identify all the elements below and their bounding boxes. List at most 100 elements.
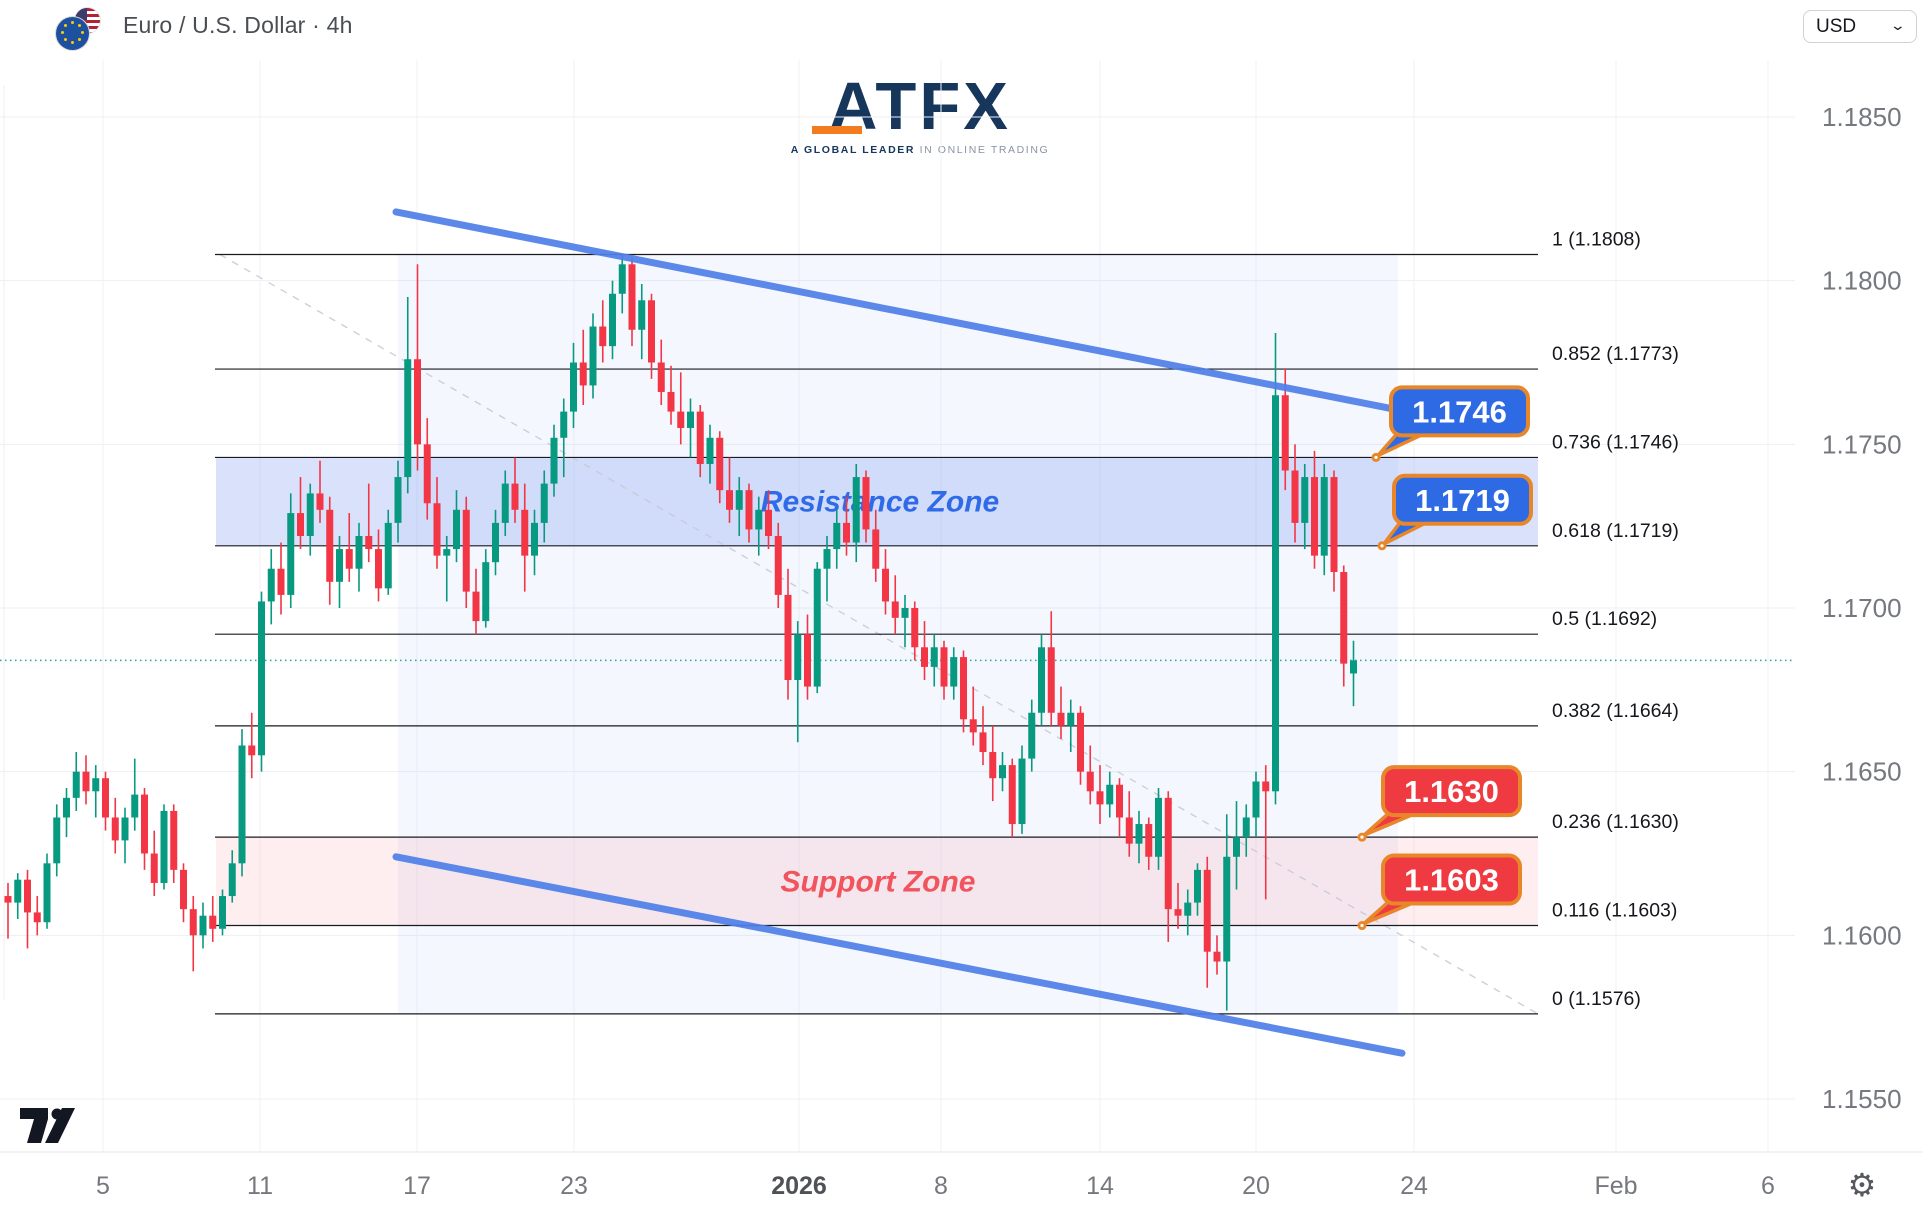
candle-body	[1008, 765, 1016, 825]
candle	[950, 647, 958, 700]
fib-level-label: 0.852 (1.1773)	[1552, 343, 1679, 365]
candle-body	[726, 490, 733, 510]
candle-body	[521, 509, 529, 556]
candle	[843, 496, 850, 556]
candle-body	[150, 853, 158, 883]
candle	[1047, 611, 1055, 726]
candle-body	[433, 503, 441, 556]
candle	[43, 853, 51, 929]
candle	[687, 398, 694, 458]
candle-body	[384, 522, 392, 589]
candle	[1008, 758, 1016, 838]
candle-body	[141, 794, 148, 854]
candle-body	[1047, 647, 1055, 713]
candle-body	[706, 437, 714, 464]
price-callout[interactable]: 1.1746	[1371, 385, 1530, 462]
candle-body	[82, 771, 90, 792]
candle-body	[365, 535, 373, 550]
tv-logo-bar	[20, 1108, 48, 1119]
candle	[804, 614, 811, 700]
candle-body	[1272, 395, 1279, 792]
candle-body	[209, 915, 217, 929]
price-axis-label: 1.1650	[1822, 757, 1902, 787]
price-axis-label: 1.1600	[1822, 920, 1902, 950]
price-callout[interactable]: 1.1630	[1357, 765, 1522, 842]
candle	[560, 398, 568, 478]
candle	[940, 640, 948, 700]
candle	[1272, 333, 1279, 805]
candle	[1125, 791, 1133, 857]
candle	[540, 470, 548, 543]
candle-body	[4, 896, 12, 903]
candle-body	[1164, 797, 1172, 910]
candle	[579, 329, 587, 406]
candle	[365, 483, 373, 563]
candle-body	[453, 509, 460, 550]
currency-dropdown[interactable]: USD ⌄	[1803, 10, 1917, 43]
candle-body	[1028, 712, 1036, 759]
candle	[258, 591, 265, 772]
candle-body	[267, 568, 275, 602]
candle	[433, 477, 441, 569]
candle-body	[131, 794, 139, 818]
settings-gear-icon[interactable]: ⚙	[1848, 1167, 1877, 1203]
candle-body	[24, 879, 31, 913]
candle-body	[121, 817, 129, 841]
candle	[228, 850, 236, 903]
candle	[92, 765, 100, 818]
candle-body	[687, 411, 694, 428]
candle-body	[1184, 902, 1192, 916]
tv-logo-leg	[27, 1119, 48, 1143]
candle-body	[823, 549, 831, 569]
candle-body	[160, 810, 168, 883]
candle-body	[219, 896, 226, 929]
candle	[131, 758, 139, 831]
callout-anchor-dot-center	[1374, 455, 1378, 460]
candle-body	[765, 509, 772, 536]
candle-body	[355, 535, 363, 569]
candle-body	[53, 817, 61, 864]
candle-body	[560, 411, 568, 438]
candle-body	[472, 591, 480, 622]
candle	[443, 535, 451, 602]
atfx-tagline: A GLOBAL LEADER IN ONLINE TRADING	[790, 144, 1050, 156]
candle-body	[180, 869, 187, 910]
candle-body	[1174, 909, 1182, 916]
candle-body	[1086, 771, 1094, 792]
channel-trendline[interactable]	[392, 208, 1394, 412]
candle	[1145, 817, 1153, 870]
candle	[979, 706, 987, 766]
support-zone[interactable]	[216, 837, 1538, 926]
candle-body	[989, 752, 997, 779]
candle	[326, 496, 334, 605]
fib-level-label: 0.236 (1.1630)	[1552, 811, 1679, 833]
candle-body	[921, 647, 928, 667]
candle	[336, 535, 343, 608]
candle	[1057, 686, 1065, 739]
candle-body	[1125, 817, 1133, 844]
candle	[521, 483, 529, 592]
tradingview-logo[interactable]	[20, 1108, 75, 1143]
candle-body	[92, 778, 100, 792]
callout-price-text: 1.1746	[1412, 394, 1507, 429]
candle	[1194, 863, 1201, 916]
candle	[462, 496, 470, 608]
candle-body	[755, 509, 763, 530]
candle-body	[336, 549, 343, 582]
symbol-title[interactable]: Euro / U.S. Dollar · 4h	[123, 12, 353, 38]
candle-body	[979, 732, 987, 753]
channel-trendline[interactable]	[392, 853, 1406, 1057]
price-callout[interactable]: 1.1603	[1357, 853, 1522, 931]
candle	[794, 621, 802, 743]
candle	[726, 457, 733, 523]
candle	[784, 568, 792, 700]
candle-body	[1340, 571, 1348, 664]
price-callout[interactable]: 1.1719	[1377, 473, 1533, 551]
candle-body	[501, 483, 509, 523]
candle	[570, 342, 577, 428]
candle	[745, 483, 753, 543]
candle	[209, 896, 217, 942]
candle-body	[950, 657, 958, 687]
candle	[1262, 765, 1270, 900]
